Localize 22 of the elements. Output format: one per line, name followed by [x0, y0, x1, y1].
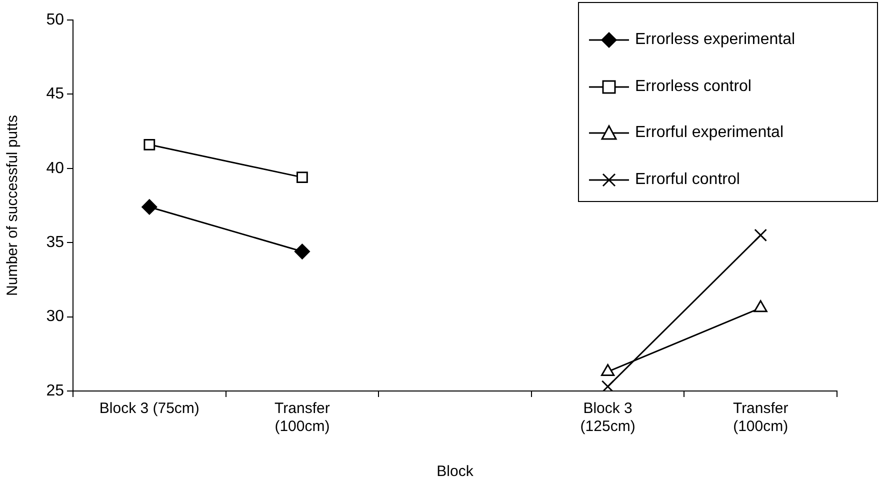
- point: [294, 244, 310, 260]
- y-tick-label: 40: [46, 160, 64, 177]
- x-tick-label: Block 3 (75cm): [99, 400, 200, 418]
- y-tick-label: 35: [46, 234, 64, 252]
- point: [754, 228, 768, 242]
- y-tick-label: 30: [46, 308, 64, 326]
- y-tick-label: 50: [46, 11, 64, 28]
- point: [144, 138, 156, 150]
- legend-label: Errorless control: [635, 78, 752, 96]
- point: [601, 380, 614, 391]
- y-tick-label: 25: [46, 382, 64, 400]
- x-tick-label: Transfer (100cm): [732, 400, 788, 436]
- y-axis-title: Number of successful putts: [4, 115, 22, 296]
- legend-label: Errorful control: [635, 170, 740, 189]
- point: [296, 172, 308, 184]
- legend-label: Errorless experimental: [635, 31, 796, 50]
- y-tick-label: 45: [46, 86, 64, 103]
- legend-label: Errorful experimental: [635, 124, 784, 142]
- point: [142, 199, 158, 215]
- x-tick-label: Block 3 (125cm): [580, 400, 636, 436]
- x-tick-label: Transfer (100cm): [274, 400, 330, 436]
- x-axis-title: Block: [436, 463, 474, 480]
